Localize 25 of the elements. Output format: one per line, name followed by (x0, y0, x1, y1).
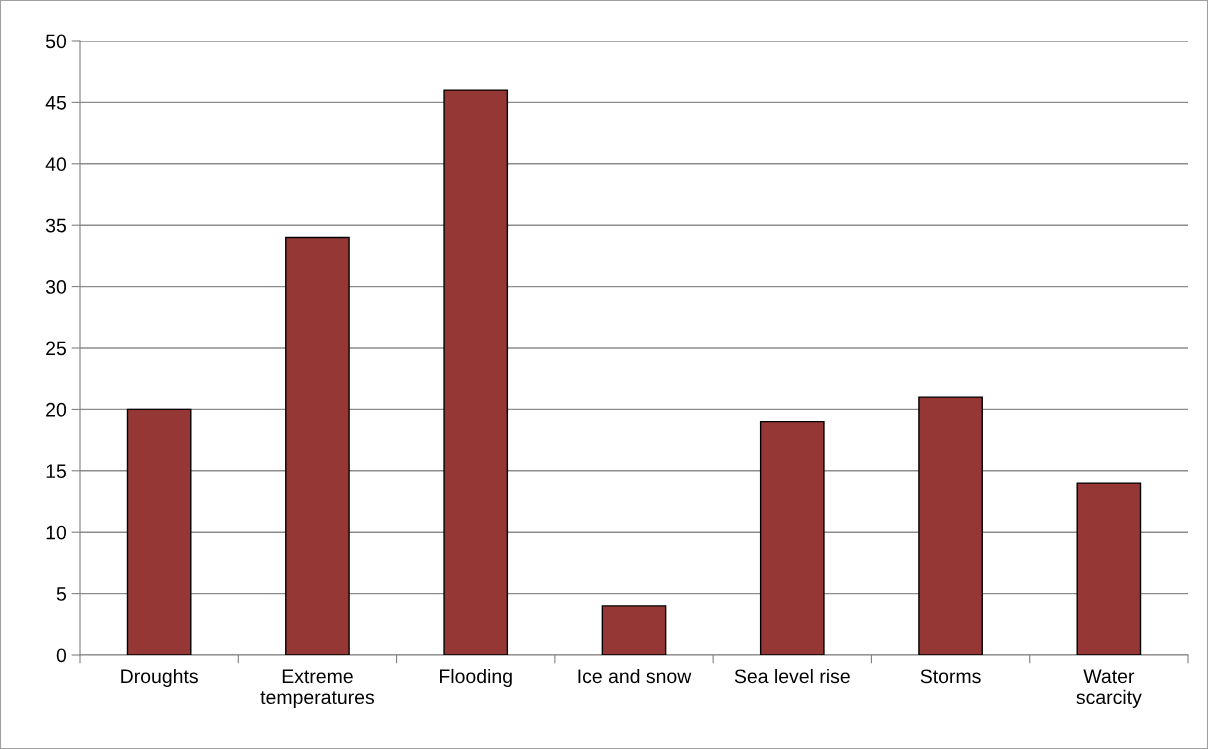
y-tick-label: 10 (46, 525, 67, 540)
bar (1076, 482, 1142, 655)
y-tick-label: 5 (56, 587, 66, 601)
x-tick-label: Sea level rise (734, 668, 850, 684)
x-tick-label: Extreme temperatures (260, 669, 375, 708)
x-tick-label: Water scarcity (1076, 669, 1142, 708)
y-tick-label: 15 (46, 464, 66, 479)
y-tick-label: 40 (45, 157, 67, 172)
y-tick-label: 35 (45, 218, 66, 233)
bar (285, 236, 350, 655)
bar (126, 408, 192, 655)
bar (443, 89, 509, 655)
x-tick-label: Storms (920, 669, 981, 684)
y-tick-label: 45 (45, 96, 66, 110)
y-tick-label: 20 (46, 402, 67, 417)
bar (601, 605, 667, 655)
y-tick-label: 25 (46, 341, 66, 356)
bar (918, 396, 983, 655)
y-tick-label: 0 (56, 648, 67, 663)
y-tick-label: 30 (45, 280, 67, 294)
y-tick-label: 50 (45, 34, 67, 49)
bar (759, 420, 825, 655)
x-tick-label: Droughts (121, 668, 198, 688)
x-tick-label: Flooding (440, 668, 512, 688)
x-tick-label: Ice and snow (578, 668, 692, 684)
